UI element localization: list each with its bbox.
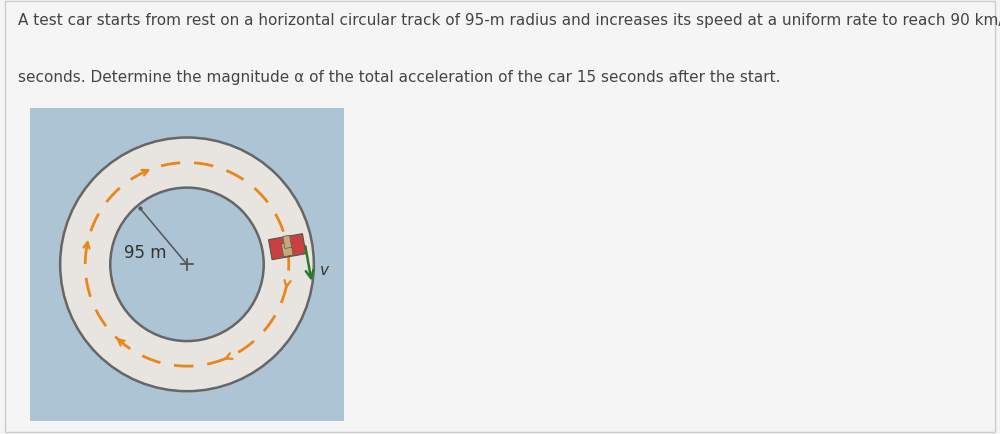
- Text: A test car starts from rest on a horizontal circular track of 95-m radius and in: A test car starts from rest on a horizon…: [18, 13, 1000, 28]
- Text: v: v: [320, 263, 329, 278]
- Bar: [269, 234, 306, 260]
- Bar: [283, 236, 292, 249]
- Bar: [281, 243, 293, 257]
- Circle shape: [110, 188, 264, 341]
- Circle shape: [60, 138, 314, 391]
- Text: seconds. Determine the magnitude α of the total acceleration of the car 15 secon: seconds. Determine the magnitude α of th…: [18, 69, 780, 84]
- Text: 95 m: 95 m: [124, 243, 167, 261]
